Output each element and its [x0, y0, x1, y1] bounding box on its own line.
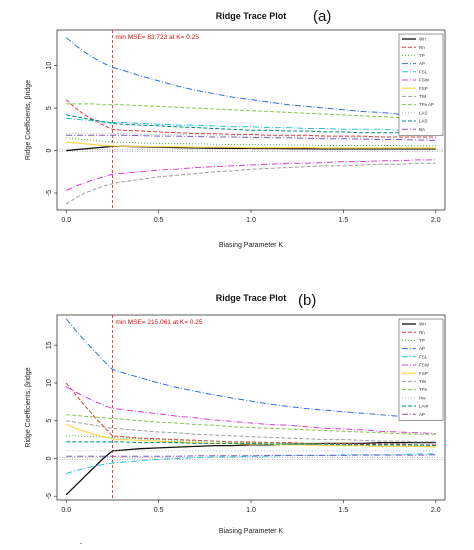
series-line-las [66, 114, 436, 135]
legend-entry: AP [419, 412, 425, 417]
y-tick-label: 5 [46, 419, 53, 423]
series-line-lam [66, 441, 436, 447]
x-tick-label: 1.0 [246, 217, 256, 224]
y-tick-label: 0 [46, 149, 53, 153]
legend-entry: LAS [419, 119, 428, 124]
legend-box [398, 318, 444, 421]
legend-entry: FSP [419, 86, 428, 91]
series-line-tw [65, 162, 436, 205]
legend-entry: Rn [419, 45, 425, 50]
x-tick-label: 0.0 [61, 217, 71, 224]
plot-frame [56, 314, 446, 501]
series-line-ap [65, 318, 436, 419]
legend-entry: FSL [419, 69, 428, 74]
legend-box [398, 33, 444, 136]
legend-entry: Wn [419, 322, 426, 327]
series-line-wn [66, 145, 436, 152]
legend-entry: TW [419, 94, 427, 99]
legend-entry: TP [419, 53, 425, 58]
x-tick-label: 2.0 [431, 217, 441, 224]
legend-entry: FSP [419, 371, 428, 376]
x-tick-label: 0.5 [154, 507, 164, 514]
y-tick-label: 0 [46, 456, 53, 460]
legend-entry: TFe [419, 387, 427, 392]
legend-entry: FSW [419, 78, 430, 83]
legend-entry: TW [419, 379, 427, 384]
x-tick-label: 1.5 [339, 217, 349, 224]
legend-entry: TP [419, 338, 425, 343]
series-line-fsl [66, 453, 436, 475]
min-mse-annotation: min MSE= 83.723 at K= 0.25 [115, 34, 199, 41]
plot-frame [56, 29, 446, 211]
series-line-ap [66, 454, 436, 457]
series-line-fsp [66, 141, 436, 149]
x-tick-label: 2.0 [431, 507, 441, 514]
series-line-tw [66, 420, 436, 443]
x-tick-label: 0.0 [61, 507, 71, 514]
legend-entry: Rn [419, 330, 425, 335]
legend-entry: AP [419, 61, 425, 66]
legend-entry: TFe AP [419, 102, 434, 107]
y-tick-label: 15 [46, 341, 53, 349]
y-tick-label: -5 [46, 190, 53, 196]
x-axis-label: Biasing Parameter K [219, 528, 284, 535]
min-mse-annotation: min MSE= 215.061 at K= 0.25 [115, 319, 202, 326]
legend-entry: LAm [419, 404, 429, 409]
y-tick-label: 10 [46, 62, 53, 70]
y-tick-label: 5 [46, 106, 53, 110]
chart-panel-a: Ridge Trace Plot (a) 0.0 0.5 1.0 1.5 2.0 -5 0 5 10… [25, 8, 446, 249]
series-line-ba [66, 134, 436, 141]
series-line-fsw [65, 159, 436, 191]
chart-title: Ridge Trace Plot [216, 293, 287, 303]
legend-entry: Wn [419, 37, 426, 42]
series-line-fsw [65, 386, 436, 435]
legend-entry: BA [419, 127, 425, 132]
panel-tag: (b) [298, 292, 316, 309]
legend-entry: AP [419, 346, 425, 351]
y-axis-label: Ridge Coefficients, βridge [25, 80, 32, 160]
footer-mark: ̃ [79, 544, 83, 545]
series-line-tfe-ap [66, 103, 436, 120]
x-tick-label: 1.0 [246, 507, 256, 514]
legend-entry: FSL [419, 354, 428, 359]
x-tick-label: 1.5 [339, 507, 349, 514]
legend-entry: Hw [419, 395, 426, 400]
legend-entry: LAS [419, 110, 428, 115]
series-line-rn [65, 382, 436, 446]
y-tick-label: 10 [46, 379, 53, 387]
series-line-tfe [66, 414, 436, 435]
series-line-rn [65, 99, 436, 138]
y-tick-label: -5 [46, 493, 53, 499]
x-axis-label: Biasing Parameter K [219, 242, 284, 249]
panel-tag: (a) [313, 8, 331, 25]
legend-entry: FSW [419, 363, 430, 368]
series-line-tp [66, 137, 436, 147]
series-line-wn [65, 441, 436, 496]
y-axis-label: Ridge Coefficients, βridge [25, 367, 32, 447]
series-line-ap [65, 37, 436, 117]
chart-title: Ridge Trace Plot [216, 11, 287, 21]
x-tick-label: 0.5 [154, 217, 164, 224]
chart-panel-b: Ridge Trace Plot (b) 0.0 0.5 1.0 1.5 2.0 -5 0 5 10… [25, 292, 446, 535]
